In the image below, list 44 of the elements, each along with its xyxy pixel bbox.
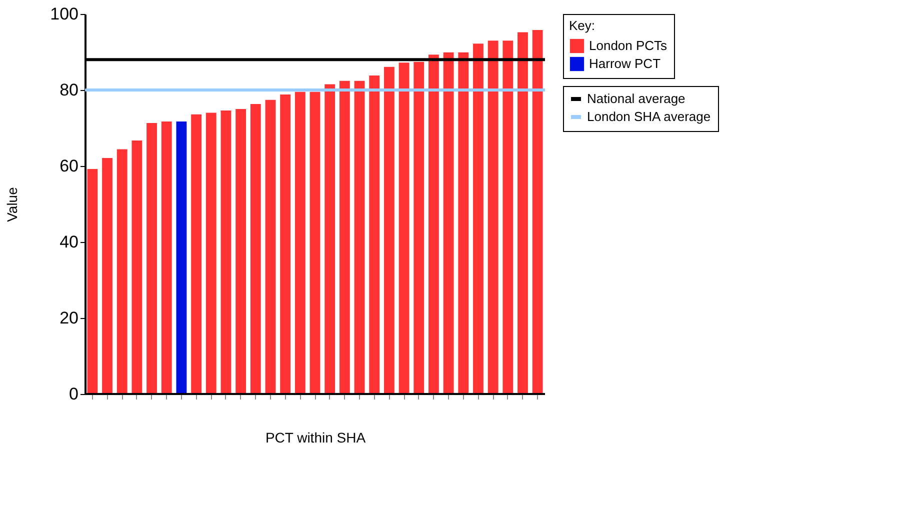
bar bbox=[250, 104, 261, 394]
bar bbox=[458, 52, 469, 394]
bar bbox=[369, 76, 380, 394]
bar bbox=[428, 54, 439, 394]
bar bbox=[146, 123, 157, 394]
legend-label: National average bbox=[587, 91, 686, 106]
y-tick-label: 20 bbox=[60, 308, 78, 328]
bar bbox=[265, 100, 276, 394]
bar bbox=[398, 62, 410, 394]
bar bbox=[443, 52, 454, 394]
y-tick-label: 0 bbox=[69, 384, 78, 404]
bar bbox=[132, 140, 142, 394]
y-tick-label: 60 bbox=[60, 156, 78, 176]
legend-label: London PCTs bbox=[589, 38, 668, 53]
bar bbox=[161, 122, 172, 394]
bar bbox=[220, 110, 232, 394]
x-axis-title: PCT within SHA bbox=[265, 430, 366, 446]
bar bbox=[488, 40, 498, 394]
bar bbox=[116, 149, 128, 394]
legend-title: Key: bbox=[569, 18, 596, 33]
legend-label: London SHA average bbox=[587, 109, 711, 124]
bar bbox=[518, 32, 528, 394]
y-axis-title: Value bbox=[4, 186, 20, 222]
bar bbox=[310, 92, 320, 394]
bar bbox=[87, 169, 98, 394]
bar bbox=[102, 158, 112, 394]
bar bbox=[294, 92, 306, 394]
bar bbox=[280, 94, 291, 394]
bar bbox=[532, 30, 543, 394]
bar bbox=[502, 40, 514, 394]
bar bbox=[414, 62, 424, 394]
bar bbox=[339, 80, 350, 394]
legend-label: Harrow PCT bbox=[589, 56, 661, 71]
bar bbox=[473, 44, 484, 394]
y-tick-label: 40 bbox=[60, 232, 78, 252]
bar bbox=[191, 114, 202, 394]
bar bbox=[354, 80, 365, 394]
bar bbox=[176, 122, 187, 394]
bar bbox=[324, 84, 336, 394]
y-tick-label: 100 bbox=[50, 4, 78, 24]
bar bbox=[206, 112, 216, 394]
bar bbox=[384, 66, 394, 394]
bar bbox=[236, 109, 246, 394]
y-tick-label: 80 bbox=[60, 80, 78, 100]
